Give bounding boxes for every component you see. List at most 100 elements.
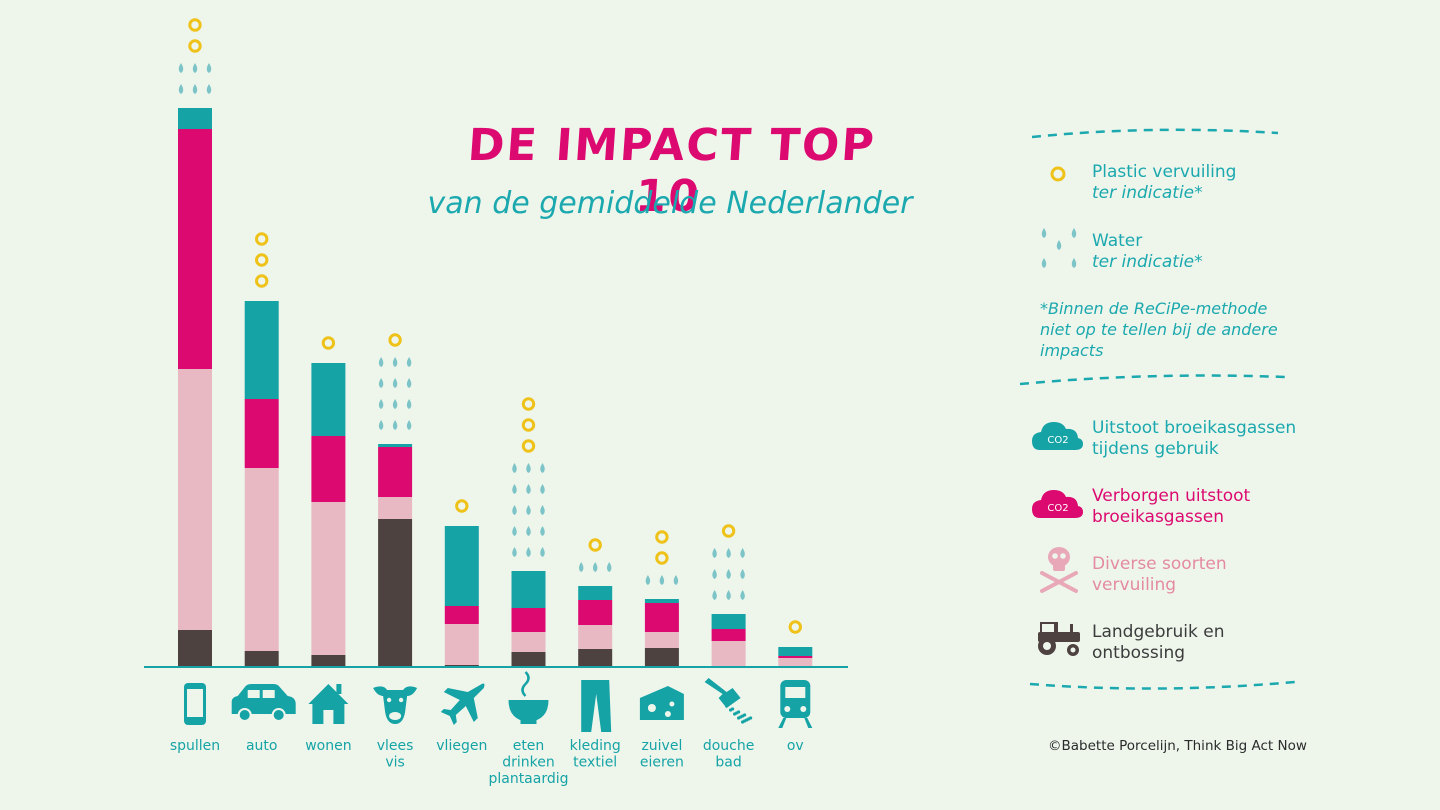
category-label-line: kleding (570, 738, 621, 754)
legend-water-sub: ter indicatie* (1092, 252, 1203, 272)
legend-note-line3: impacts (1040, 341, 1104, 360)
bar-kleding-textiel-uitstoot-broeikasgassen-tijdens-gebruik (578, 586, 613, 600)
legend-pollution-line2: vervuiling (1092, 575, 1177, 595)
water-drop-icon (740, 569, 745, 579)
water-drop-icon (540, 463, 545, 473)
plastic-ring-icon (255, 232, 269, 246)
legend-land-line1: Landgebruik en (1092, 622, 1225, 642)
legend-land-use: Landgebruik en ontbossing (1092, 622, 1224, 664)
water-drop-icon (392, 420, 398, 430)
category-label-line: vlees (377, 738, 414, 754)
legend-note-line2: niet op te tellen bij de andere (1040, 320, 1278, 339)
bar-ov-diverse-soorten-vervuiling (778, 658, 813, 667)
water-drop-icon (712, 590, 717, 600)
category-label-line: eieren (640, 755, 684, 771)
water-drop-icon (512, 505, 517, 515)
category-label-spullen: spullen (170, 738, 220, 754)
category-label-line: ov (787, 738, 804, 754)
water-drop-icon (578, 562, 584, 572)
category-label-eten-drinken-plantaardig: eten drinken plantaardig (488, 738, 568, 787)
bar-auto-landgebruik-en-ontbossing (244, 651, 279, 667)
water-drop-icon (392, 357, 398, 367)
bar-ov-verborgen-uitstoot-broeikasgassen (778, 656, 813, 658)
water-drop-icon (512, 547, 517, 557)
bowl-icon (508, 671, 549, 724)
bars-layer (178, 108, 813, 667)
plastic-ring-icon (521, 418, 536, 432)
plastic-ring-icon (188, 39, 202, 53)
bar-ov-uitstoot-broeikasgassen-tijdens-gebruik (778, 647, 813, 656)
bar-wonen-verborgen-uitstoot-broeikasgassen (311, 436, 346, 502)
water-drop-icon (726, 548, 731, 558)
category-label-line: eten (513, 738, 545, 754)
plastic-ring-icon (788, 620, 802, 634)
bar-kleding-textiel-verborgen-uitstoot-broeikasgassen (578, 600, 613, 625)
bar-vliegen-verborgen-uitstoot-broeikasgassen (444, 606, 479, 624)
legend-plastic: Plastic vervuiling ter indicatie* (1092, 162, 1236, 204)
water-drop-icon (645, 575, 651, 585)
water-drop-icon (406, 399, 412, 409)
category-label-line: zuivel (641, 738, 682, 754)
bar-wonen-diverse-soorten-vervuiling (311, 502, 346, 655)
cow-icon (373, 686, 418, 724)
water-drop-icon (406, 378, 412, 388)
water-drop-icon (740, 590, 745, 600)
water-drop-icon (659, 575, 665, 585)
legend-skull-icon (1040, 547, 1078, 593)
bar-wonen-uitstoot-broeikasgassen-tijdens-gebruik (311, 363, 346, 436)
water-drop-icon (526, 526, 531, 536)
water-drop-icon (592, 562, 598, 572)
legend-co2-use-icon: CO2 (1032, 422, 1083, 450)
bar-vliegen-uitstoot-broeikasgassen-tijdens-gebruik (444, 526, 479, 606)
water-drop-icon (392, 378, 398, 388)
bar-spullen-diverse-soorten-vervuiling (178, 369, 212, 630)
bar-auto-verborgen-uitstoot-broeikasgassen (244, 399, 279, 468)
bar-zuivel-eieren-landgebruik-en-ontbossing (644, 648, 679, 667)
category-label-line: drinken (502, 755, 555, 771)
plastic-ring-icon (321, 336, 336, 350)
water-drop-icon (540, 547, 545, 557)
legend-land-line2: ontbossing (1092, 643, 1186, 663)
legend-hidden-emissions: Verborgen uitstoot broeikasgassen (1092, 486, 1250, 528)
legend-divider-bottom (1029, 680, 1296, 690)
category-label-line: bad (715, 755, 741, 771)
plastic-ring-icon (255, 253, 269, 267)
legend-water-label: Water (1092, 231, 1143, 251)
legend-note: *Binnen de ReCiPe-methode niet op te tel… (1040, 298, 1300, 361)
category-label-line: douche (703, 738, 755, 754)
plastic-ring-icon (655, 551, 669, 565)
bar-spullen-uitstoot-broeikasgassen-tijdens-gebruik (178, 108, 212, 129)
bar-vliegen-diverse-soorten-vervuiling (444, 624, 479, 665)
indicators-layer (178, 18, 802, 634)
water-drop-icon (392, 399, 398, 409)
bar-zuivel-eieren-diverse-soorten-vervuiling (644, 632, 679, 648)
water-drop-icon (512, 526, 517, 536)
bar-zuivel-eieren-verborgen-uitstoot-broeikasgassen (644, 603, 679, 632)
category-label-kleding-textiel: kleding textiel (570, 738, 621, 771)
category-label-vliegen: vliegen (436, 738, 487, 754)
plastic-ring-icon (721, 524, 736, 538)
legend-plastic-sub: ter indicatie* (1092, 183, 1203, 203)
category-label-wonen: wonen (305, 738, 351, 754)
category-label-line: wonen (305, 738, 351, 754)
water-drop-icon (378, 378, 384, 388)
plastic-ring-icon (388, 333, 402, 347)
trousers-icon (581, 680, 612, 732)
water-drop-icon (178, 63, 184, 73)
plastic-ring-icon (455, 499, 469, 513)
plastic-ring-icon (655, 530, 669, 544)
water-drop-icon (406, 357, 412, 367)
plastic-ring-icon (521, 439, 536, 453)
plastic-ring-icon (188, 18, 202, 32)
bar-vlees-vis-uitstoot-broeikasgassen-tijdens-gebruik (378, 444, 413, 447)
water-drop-icon (526, 547, 531, 557)
legend: CO2 CO2 (1019, 128, 1296, 690)
category-icons (184, 671, 813, 732)
phone-icon (184, 683, 206, 725)
bar-douche-bad-diverse-soorten-vervuiling (711, 641, 746, 667)
water-drop-icon (606, 562, 612, 572)
plastic-ring-icon (255, 274, 269, 288)
water-drop-icon (526, 484, 531, 494)
